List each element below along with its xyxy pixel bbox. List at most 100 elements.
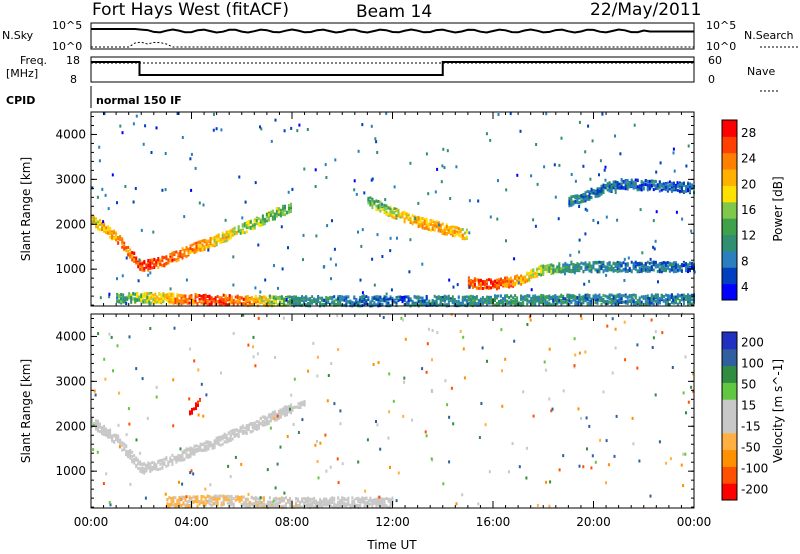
data-cell	[594, 194, 597, 198]
data-cell	[287, 300, 289, 304]
data-cell	[216, 500, 219, 504]
data-cell	[335, 298, 338, 302]
data-cell	[149, 258, 152, 262]
data-cell	[182, 502, 185, 506]
data-cell	[256, 497, 259, 501]
data-cell	[443, 303, 446, 307]
data-cell	[118, 293, 121, 297]
data-cell	[191, 243, 194, 247]
data-cell	[614, 183, 617, 187]
data-cell	[606, 265, 609, 269]
data-cell	[158, 297, 161, 301]
data-cell	[596, 294, 599, 298]
data-cell	[249, 430, 252, 434]
data-cell	[660, 188, 663, 192]
data-cell	[169, 256, 172, 259]
data-cell	[175, 455, 178, 459]
data-cell	[552, 264, 555, 268]
data-cell	[315, 300, 318, 303]
data-cell	[687, 144, 690, 148]
data-cell	[375, 199, 378, 203]
data-cell	[164, 152, 167, 155]
data-cell	[185, 255, 188, 258]
data-cell	[238, 175, 241, 179]
data-cell	[586, 190, 589, 193]
data-cell	[413, 302, 416, 306]
data-cell	[303, 300, 306, 304]
data-cell	[222, 502, 225, 505]
data-cell	[263, 222, 266, 226]
data-cell	[421, 303, 424, 307]
data-cell	[195, 450, 198, 453]
data-cell	[574, 269, 577, 273]
data-cell	[184, 294, 187, 298]
data-cell	[228, 294, 231, 298]
data-cell	[220, 302, 223, 306]
data-cell	[134, 299, 137, 303]
data-cell	[269, 412, 272, 416]
data-cell	[584, 192, 587, 196]
data-cell	[383, 299, 386, 303]
data-cell	[512, 296, 515, 300]
data-cell	[290, 209, 292, 213]
data-cell	[654, 187, 657, 191]
data-cell	[117, 236, 120, 240]
data-cell	[554, 195, 557, 199]
data-cell	[415, 218, 418, 222]
data-cell	[319, 301, 322, 305]
data-cell	[606, 184, 609, 188]
data-cell	[121, 448, 124, 452]
data-cell	[144, 295, 147, 299]
data-cell	[598, 187, 601, 191]
data-cell	[509, 112, 512, 116]
data-cell	[568, 204, 571, 208]
data-cell	[105, 427, 108, 431]
data-cell	[528, 294, 531, 298]
data-cell	[620, 185, 623, 189]
data-cell	[229, 234, 232, 238]
data-cell	[250, 502, 253, 506]
data-cell	[258, 301, 261, 305]
freq-panel: Freq. [MHz] 18 8 60 0 Nave	[6, 54, 780, 92]
data-cell	[498, 281, 500, 285]
data-cell	[141, 467, 144, 471]
data-cell	[91, 422, 93, 426]
data-cell	[259, 220, 262, 224]
data-cell	[139, 469, 142, 473]
data-cell	[496, 284, 498, 287]
data-cell	[335, 303, 338, 307]
data-cell	[564, 265, 567, 269]
data-cell	[152, 293, 155, 297]
data-cell	[638, 184, 641, 188]
data-cell	[540, 269, 543, 273]
data-cell	[193, 250, 196, 254]
data-cell	[266, 301, 269, 305]
data-cell	[209, 242, 212, 245]
data-cell	[152, 298, 155, 302]
data-cell	[451, 229, 454, 233]
data-cell	[652, 183, 655, 187]
data-cell	[317, 300, 320, 303]
data-cell	[121, 441, 124, 445]
colorbar-frame	[721, 119, 738, 301]
data-cell	[101, 226, 103, 230]
data-cell	[504, 276, 507, 280]
data-cell	[636, 263, 639, 267]
data-cell	[103, 426, 106, 430]
data-cell	[224, 218, 227, 222]
data-cell	[196, 293, 199, 297]
data-cell	[101, 222, 103, 226]
data-cell	[602, 260, 605, 264]
data-cell	[216, 295, 219, 298]
data-cell	[413, 220, 416, 224]
data-cell	[273, 414, 276, 418]
data-cell	[111, 434, 114, 438]
data-cell	[423, 219, 426, 223]
data-cell	[187, 447, 190, 451]
data-cell	[105, 433, 108, 437]
data-cell	[119, 442, 122, 446]
data-cell	[245, 424, 248, 428]
data-cell	[488, 298, 490, 302]
data-cell	[640, 295, 643, 299]
data-cell	[630, 260, 633, 264]
